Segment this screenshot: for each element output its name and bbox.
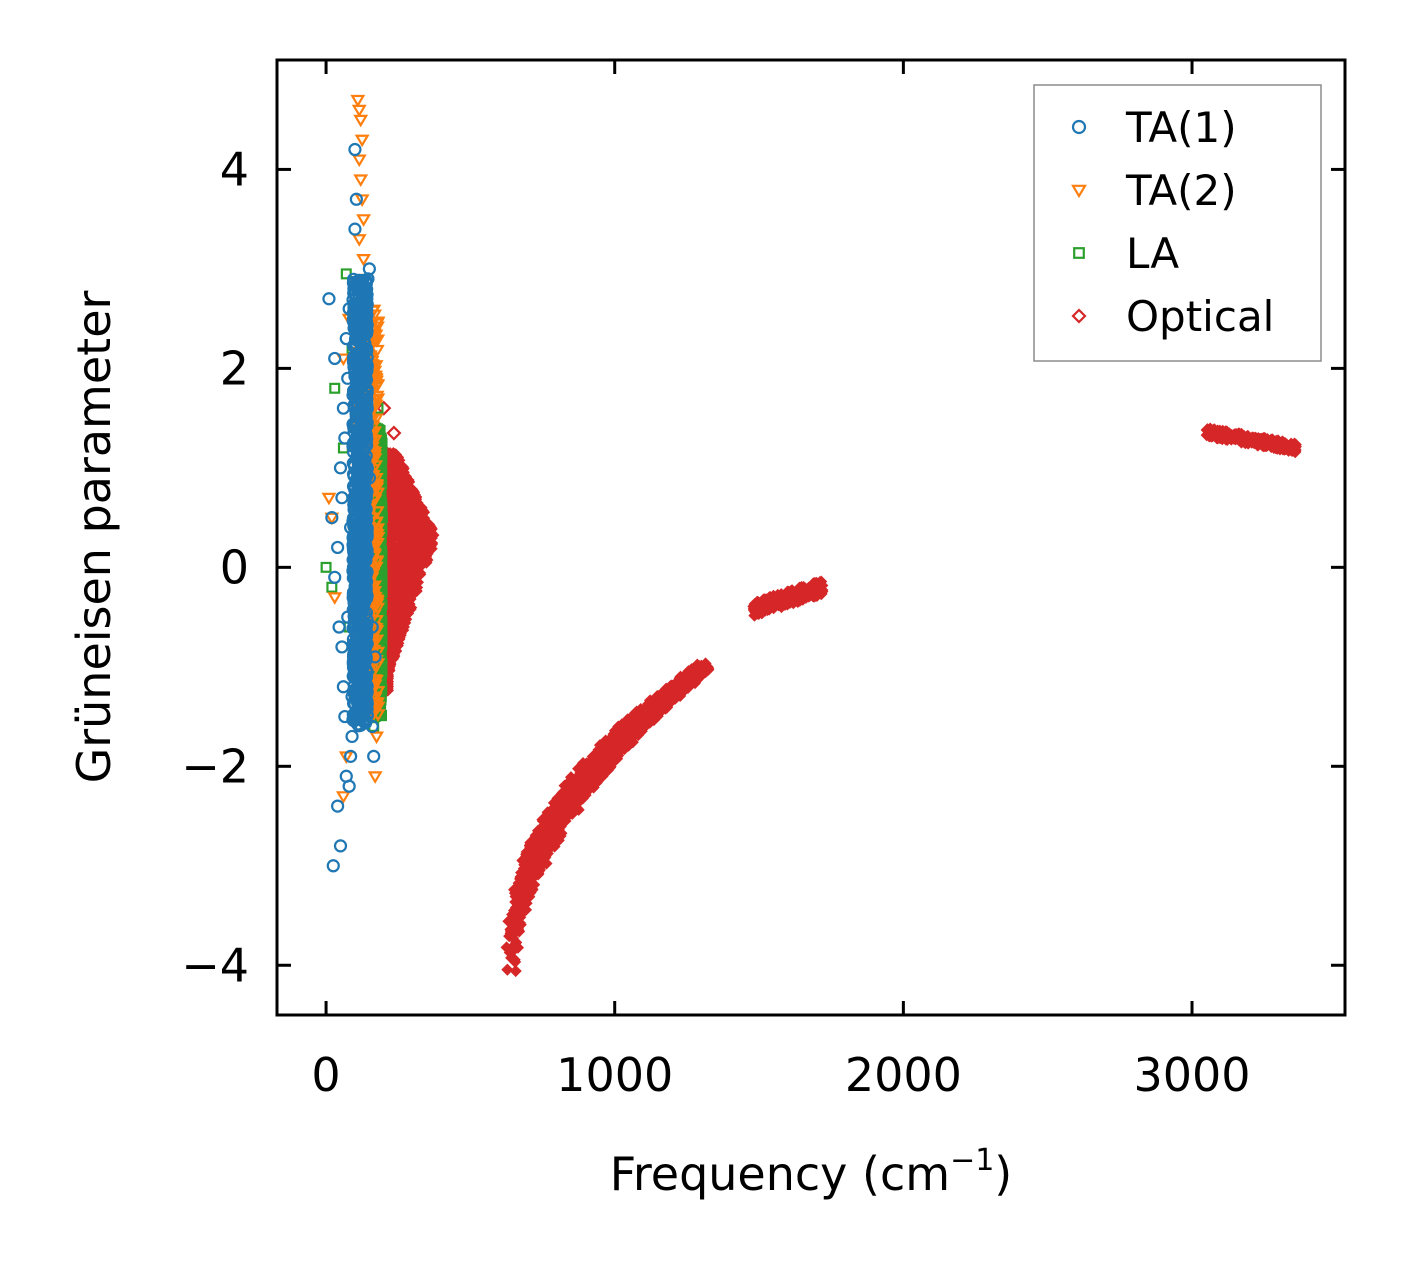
optical-point [391,553,404,566]
optical-point [392,519,405,532]
TA(2)-point [351,154,367,168]
optical-point [420,532,433,545]
TA(2)-point [369,731,385,745]
LA-point [337,442,349,454]
optical-point [408,549,422,562]
optical-point [397,618,410,631]
TA(2)-point [354,134,370,148]
TA(2)-point [351,104,367,118]
TA(2)-point [356,214,372,227]
optical-point [410,537,423,550]
LA-point [329,382,341,394]
optical-point [411,524,424,538]
optical-point [388,621,401,634]
optical-point [405,498,418,511]
optical-point [407,485,420,498]
TA(2)-point [367,771,383,784]
TA(2)-point [327,592,343,605]
TA(2)-point [351,234,367,247]
TA(2)-point [353,174,369,188]
TA(2)-point [321,492,337,506]
plot-area [320,94,1302,978]
TA(2)-point [350,94,366,108]
optical-point [385,521,398,534]
optical-point [388,579,401,592]
series-optical [374,400,1302,978]
LA-point [326,581,338,593]
TA(2)-point [353,114,369,128]
optical-point [509,964,522,978]
optical-point [401,598,414,611]
optical-point [415,551,428,564]
optical-point [386,425,402,441]
optical-point [501,963,514,976]
series-ta-1- [322,142,382,873]
optical-point [388,447,401,461]
optical-point [397,587,410,600]
optical-point [391,509,404,522]
LA-point [320,561,332,573]
optical-point [401,511,414,525]
optical-point [415,501,428,514]
optical-point [387,569,400,582]
